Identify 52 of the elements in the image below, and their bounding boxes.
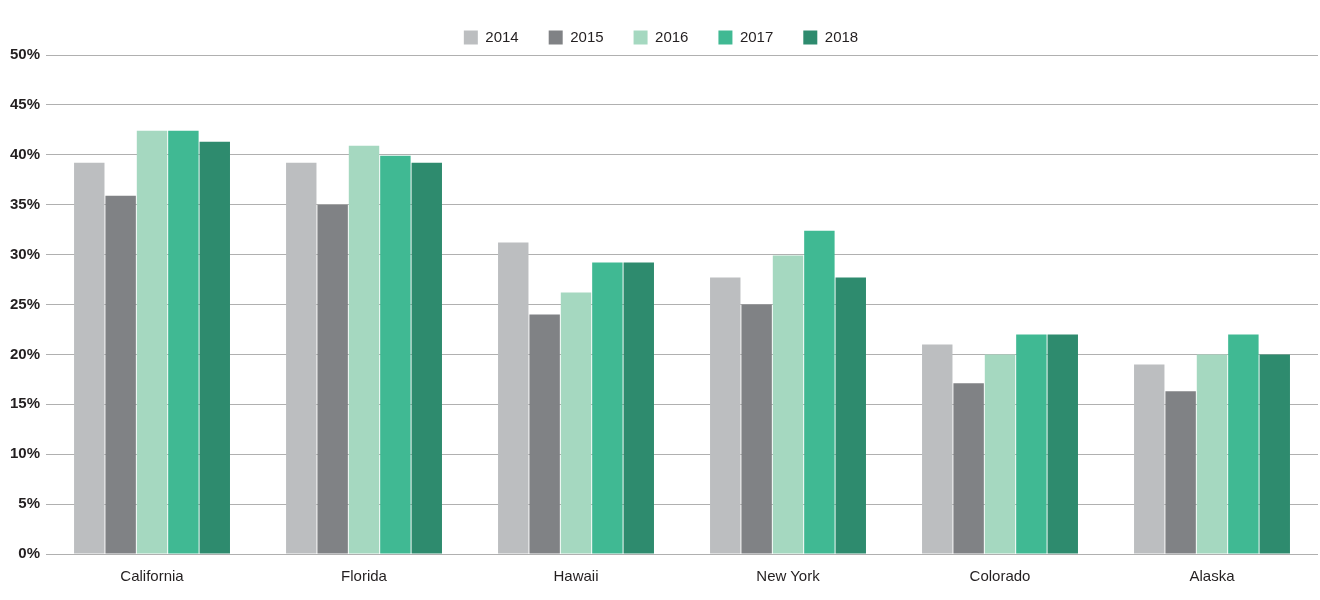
x-tick-label: Alaska bbox=[1189, 567, 1236, 585]
bar bbox=[74, 162, 105, 554]
y-tick-label: 40% bbox=[9, 144, 41, 162]
bar bbox=[317, 204, 348, 554]
legend-label: 2015 bbox=[570, 27, 604, 45]
bar bbox=[1196, 354, 1228, 554]
legend-label: 2017 bbox=[739, 27, 774, 45]
bar bbox=[1134, 364, 1165, 554]
y-tick-label: 45% bbox=[9, 95, 41, 113]
bar bbox=[984, 354, 1016, 554]
x-tick-label: California bbox=[120, 567, 185, 585]
y-tick-label: 15% bbox=[9, 394, 41, 412]
y-tick-label: 30% bbox=[9, 244, 41, 262]
x-tick-label: Florida bbox=[341, 567, 388, 585]
bar bbox=[710, 277, 741, 554]
y-tick-label: 0% bbox=[18, 544, 41, 562]
bar bbox=[560, 292, 592, 554]
bar bbox=[772, 255, 804, 554]
bar bbox=[168, 130, 199, 554]
x-tick-label: Hawaii bbox=[553, 567, 599, 585]
y-tick-label: 35% bbox=[9, 194, 41, 212]
bar bbox=[804, 230, 835, 554]
bar bbox=[835, 277, 866, 554]
y-tick-label: 50% bbox=[9, 45, 41, 63]
x-tick-label: New York bbox=[756, 567, 821, 585]
bar bbox=[529, 314, 560, 554]
bar bbox=[1259, 354, 1290, 554]
bar bbox=[199, 141, 230, 554]
legend-label: 2016 bbox=[655, 27, 689, 45]
x-tick-label: Colorado bbox=[969, 567, 1031, 585]
bar bbox=[1228, 334, 1259, 554]
bar bbox=[922, 344, 953, 554]
bar bbox=[498, 242, 529, 554]
bar bbox=[105, 195, 136, 554]
bar bbox=[1165, 391, 1196, 554]
bar bbox=[741, 304, 772, 554]
y-tick-label: 25% bbox=[9, 294, 41, 312]
bar bbox=[286, 162, 317, 554]
bar bbox=[623, 262, 654, 554]
bar bbox=[1047, 334, 1078, 554]
bar bbox=[380, 155, 411, 554]
bar bbox=[592, 262, 623, 554]
bar bbox=[348, 145, 380, 554]
y-tick-label: 10% bbox=[9, 444, 41, 462]
bar bbox=[1016, 334, 1047, 554]
y-tick-label: 20% bbox=[9, 344, 41, 362]
bar bbox=[411, 162, 442, 554]
bar bbox=[953, 383, 984, 554]
bar bbox=[136, 130, 168, 554]
legend-label: 2014 bbox=[485, 27, 519, 45]
y-tick-label: 5% bbox=[18, 494, 41, 512]
legend-label: 2018 bbox=[824, 27, 859, 45]
